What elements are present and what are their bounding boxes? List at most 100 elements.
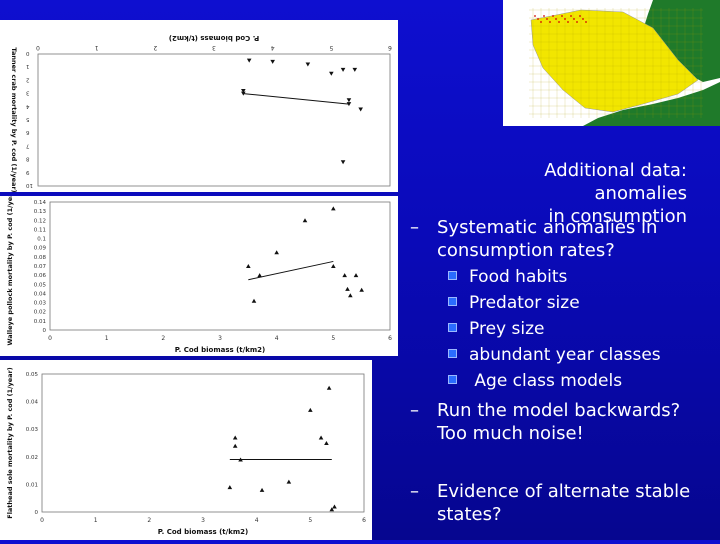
plot-area-frame: [49, 201, 391, 331]
y-tick-label: 0: [35, 510, 39, 516]
subpoint-text: Prey size: [469, 319, 545, 339]
data-point: [274, 250, 279, 255]
x-tick-label: 0: [40, 517, 44, 524]
map-station-dot: [570, 15, 572, 17]
y-tick-label: 0.07: [34, 264, 47, 270]
subpoint-item: abundant year classes: [448, 342, 708, 368]
point-3: – Evidence of alternate stable states?: [410, 480, 710, 526]
data-point: [270, 59, 275, 64]
y-tick-label: 0.02: [26, 455, 38, 461]
trendline: [248, 260, 334, 281]
subpoint-text: Age class models: [469, 371, 623, 391]
slide-heading: Additional data: anomalies in consumptio…: [447, 159, 687, 228]
data-point: [286, 479, 292, 484]
y-tick-label: 0.03: [26, 427, 39, 433]
data-point: [305, 62, 311, 67]
trendline: [243, 93, 349, 105]
data-point: [340, 67, 346, 72]
map-station-dot: [540, 21, 542, 23]
data-point: [342, 273, 347, 278]
subpoint-list: Food habits Predator size Prey size abun…: [448, 264, 708, 394]
map-station-dot: [534, 15, 536, 17]
subpoint-text: Food habits: [469, 267, 568, 287]
subpoint-text: abundant year classes: [469, 345, 661, 365]
y-tick-label: 0.03: [34, 301, 47, 307]
x-tick-label: 5: [329, 44, 333, 51]
point-3-line-1: Evidence of alternate stable: [437, 481, 691, 502]
data-point: [346, 102, 352, 107]
chart-walleye-pollock-mortality: 0 1 2 3 4 5 6 0 0.01 0.02 0.03 0.04 0.05 0.06 0.07 0.08…: [6, 186, 392, 354]
map-station-dot: [582, 18, 584, 20]
map-station-dot: [555, 18, 557, 20]
map-station-dot: [561, 15, 563, 17]
map-station-dot: [579, 15, 581, 17]
point-2-line-2: Too much noise!: [437, 423, 584, 444]
y-axis-label: Tanner crab mortality by P. cod (1/year): [10, 47, 18, 192]
data-point: [232, 443, 238, 448]
map-station-dot: [573, 18, 575, 20]
y-tick-label: 8: [26, 156, 30, 162]
y-tick-label: 7: [26, 142, 30, 148]
y-tick-label: 0.1: [37, 237, 46, 243]
dash-marker: –: [410, 217, 419, 238]
data-point: [318, 435, 324, 440]
heading-line-2: in consumption: [548, 206, 687, 227]
y-tick-label: 10: [26, 182, 33, 188]
map-station-dot: [585, 21, 587, 23]
point-1: – Systematic anomalies in consumption ra…: [410, 216, 710, 262]
y-tick-label: 0.08: [34, 255, 47, 261]
x-tick-label: 6: [388, 335, 392, 342]
data-point: [302, 218, 308, 223]
point-2-line-1: Run the model backwards?: [437, 400, 681, 421]
data-point: [257, 273, 262, 278]
data-point: [340, 160, 346, 165]
map-station-dot: [567, 21, 569, 23]
x-tick-label: 3: [201, 517, 205, 524]
dash-marker: –: [410, 481, 419, 502]
x-tick-label: 6: [362, 517, 366, 524]
x-tick-label: 4: [255, 517, 259, 524]
chart-group: 0 1 2 3 4 5 6 0 0.01 0.02 0.03 0.04 0.05 P. Cod bioma…: [6, 367, 366, 536]
square-bullet-icon: [448, 348, 457, 358]
map-station-dot: [576, 21, 578, 23]
map-station-dot: [546, 18, 548, 20]
data-point: [352, 67, 358, 72]
map-station-dot: [543, 15, 545, 17]
data-point: [348, 293, 353, 298]
y-tick-label: 0.04: [34, 291, 47, 297]
subpoint-item: Prey size: [448, 316, 708, 342]
map-grid-lines: [529, 8, 703, 118]
y-tick-label: 9: [26, 169, 30, 175]
bering-sea-map: [503, 0, 720, 126]
x-axis-label: P. Cod biomass (t/km2): [158, 528, 248, 536]
square-bullet-icon: [448, 322, 457, 332]
chart-panel-walleye-pollock: 0 1 2 3 4 5 6 0 0.01 0.02 0.03 0.04 0.05 0.06 0.07 0.08…: [0, 186, 398, 356]
map-station-dot: [537, 18, 539, 20]
y-tick-label: 0.12: [34, 218, 46, 224]
y-tick-label: 0.01: [34, 319, 46, 325]
square-bullet-icon: [448, 296, 457, 306]
y-axis-label: Flathead sole mortality by P. cod (1/yea…: [6, 367, 14, 519]
x-tick-label: 5: [331, 335, 335, 342]
y-tick-label: 0.05: [26, 372, 39, 378]
x-tick-label: 4: [275, 335, 279, 342]
x-tick-label: 2: [153, 44, 157, 51]
y-tick-label: 0.04: [26, 400, 39, 406]
square-bullet-icon: [448, 374, 457, 384]
x-axis-label: P. Cod biomass (t/km2): [169, 34, 259, 42]
map-station-dot: [552, 15, 554, 17]
data-point: [353, 273, 359, 278]
data-point: [238, 457, 243, 462]
data-point: [345, 286, 350, 291]
point-3-line-2: states?: [437, 504, 502, 525]
map-station-dot: [564, 18, 566, 20]
chart-group: 0 1 2 3 4 5 6 0 0.01 0.02 0.03 0.04 0.05 0.06 0.07 0.08…: [6, 186, 392, 354]
x-tick-label: 4: [271, 44, 275, 51]
x-tick-label: 2: [161, 335, 165, 342]
y-tick-label: 0.05: [34, 282, 47, 288]
point-1-line-2: consumption rates?: [437, 240, 615, 261]
data-point: [329, 507, 335, 512]
map-stations: [534, 15, 587, 23]
y-tick-label: 0: [26, 50, 30, 56]
y-tick-label: 0.01: [26, 482, 38, 488]
